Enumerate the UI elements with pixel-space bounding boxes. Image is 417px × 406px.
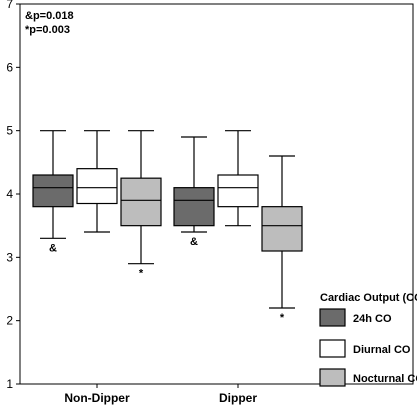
legend-label: Nocturnal CO — [353, 373, 417, 385]
y-tick-label: 1 — [6, 377, 13, 391]
significance-marker: & — [190, 236, 198, 248]
y-tick-label: 2 — [6, 314, 13, 328]
box-nocturnal-co-non-dipper: * — [120, 130, 162, 280]
annotation-0: &p=0.018 — [25, 10, 74, 22]
category-label: Dipper — [219, 391, 257, 405]
y-tick-label: 7 — [6, 0, 13, 11]
y-tick-label: 6 — [6, 60, 13, 74]
y-axis: 1 2 3 4 5 6 7 — [6, 0, 20, 391]
y-tick-label: 3 — [6, 250, 13, 264]
y-tick-label: 4 — [6, 187, 13, 201]
significance-marker: & — [49, 242, 57, 254]
legend: Cardiac Output (CO) 24h CO Diurnal CO Noct… — [319, 292, 417, 387]
legend-label: Diurnal CO — [353, 344, 411, 356]
category-label: Non-Dipper — [64, 391, 130, 405]
box-iqr — [261, 206, 303, 252]
box-24h-co-dipper: & — [173, 136, 215, 248]
y-tick-label: 5 — [6, 124, 13, 138]
legend-label: 24h CO — [353, 313, 392, 325]
legend-swatch — [319, 368, 346, 387]
box-diurnal-co-non-dipper — [76, 130, 118, 233]
box-iqr — [76, 168, 118, 205]
box-nocturnal-co-dipper: * — [261, 155, 303, 324]
significance-marker: * — [280, 312, 285, 324]
box-iqr — [173, 187, 215, 227]
box-iqr — [217, 174, 259, 208]
box-24h-co-non-dipper: & — [32, 130, 74, 254]
x-axis: Non-Dipper Dipper — [64, 384, 257, 405]
box-iqr — [32, 174, 74, 208]
legend-title: Cardiac Output (CO) — [320, 292, 417, 304]
legend-swatch — [319, 308, 346, 327]
boxes: & & * * — [32, 130, 303, 324]
box-diurnal-co-dipper — [217, 130, 259, 227]
legend-swatch — [319, 339, 346, 358]
significance-marker: * — [139, 268, 144, 280]
box-iqr — [120, 177, 162, 227]
annotation-1: *p=0.003 — [25, 24, 70, 36]
